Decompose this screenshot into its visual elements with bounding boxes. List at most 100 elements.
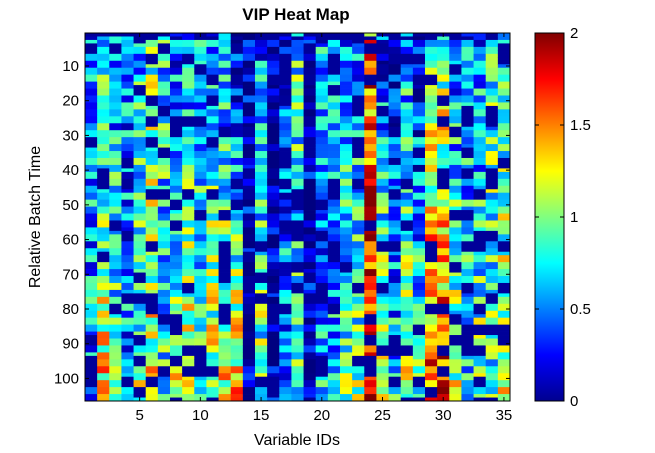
heat-cell [388,213,402,218]
heat-cell [461,199,474,204]
heat-cell [206,251,219,256]
heat-cell [121,119,134,124]
heat-cell [376,171,389,176]
heat-cell [340,341,353,346]
heat-cell [437,64,450,69]
heat-cell [255,60,268,65]
heat-cell [194,296,207,301]
heat-cell [461,50,474,55]
heat-cell [255,203,268,207]
heat-cell [497,303,511,308]
heat-cell [230,366,244,371]
heat-cell [376,286,389,291]
heat-cell [182,244,195,249]
heat-cell [242,95,256,100]
heat-cell [206,36,219,41]
heat-cell [437,199,450,204]
heat-cell [145,171,159,176]
heat-cell [182,182,195,187]
heat-cell [425,348,438,353]
heat-cell [133,234,147,239]
heat-cell [206,147,219,152]
heat-cell [327,394,341,398]
heat-cell [303,161,317,166]
heat-cell [352,64,365,69]
heat-cell [255,230,268,235]
heat-cell [133,390,147,395]
heat-cell [340,50,353,55]
heat-cell [473,230,487,235]
heat-cell [267,137,280,142]
heat-cell [473,67,487,72]
heat-cell [133,161,147,166]
heat-cell [206,119,219,124]
heat-cell [425,279,438,284]
heat-cell [388,88,402,93]
heat-cell [449,109,462,114]
heat-cell [291,119,304,124]
heat-cell [145,362,159,367]
heat-cell [303,234,317,239]
heat-cell [145,60,159,65]
heat-cell [279,230,292,235]
heat-cell [400,60,414,65]
heat-cell [388,74,402,79]
heat-cell [230,78,244,82]
heat-cell [109,234,122,239]
heat-cell [267,328,280,332]
heat-cell [388,189,402,194]
heat-cell [376,373,389,378]
heat-cell [376,88,389,93]
heat-cell [449,157,462,162]
heat-cell [340,255,353,260]
heat-cell [425,154,438,159]
heat-cell [97,265,110,270]
heat-cell [267,71,280,76]
heat-cell [388,244,402,249]
heat-cell [485,157,499,162]
heat-cell [97,394,110,398]
heat-cell [473,213,487,218]
heat-cell [315,262,329,266]
heat-cell [121,43,134,48]
heat-cell [425,366,438,371]
heat-cell [109,46,122,51]
heat-cell [352,43,365,48]
heat-cell [437,210,450,214]
heat-cell [121,192,134,197]
heat-cell [400,265,414,270]
heat-cell [242,102,256,107]
heat-cell [437,359,450,364]
heat-cell [133,133,147,138]
heat-cell [437,355,450,360]
heat-cell [145,307,159,312]
heat-cell [157,53,171,58]
heat-cell [437,269,450,273]
heat-cell [315,154,329,159]
heat-cell [182,116,195,121]
heat-cell [133,345,147,350]
heat-cell [461,258,474,263]
heat-cell [315,296,329,301]
heat-cell [352,387,365,391]
heat-cell [461,39,474,44]
heat-cell [145,50,159,55]
heat-cell [425,289,438,294]
heat-cell [279,373,292,378]
heat-cell [121,376,134,381]
heat-cell [267,272,280,277]
heat-cell [121,105,134,110]
heat-cell [279,151,292,155]
heat-cell [340,67,353,72]
heat-cell [303,112,317,117]
heat-cell [400,168,414,173]
heat-cell [449,168,462,173]
heat-cell [327,262,341,266]
heat-cell [170,359,183,364]
heat-cell [145,123,159,128]
heat-cell [315,57,329,62]
heat-cell [303,341,317,346]
heat-cell [157,71,171,76]
heat-cell [85,157,98,162]
heat-cell [291,95,304,100]
